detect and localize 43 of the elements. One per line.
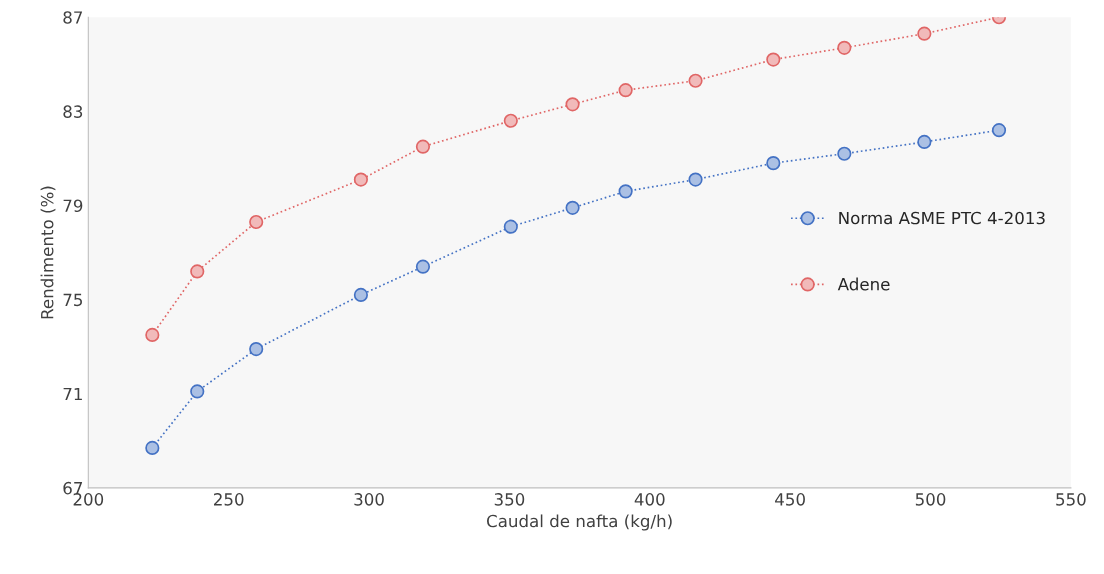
point — [618, 83, 633, 98]
x-tick-label: 350 — [494, 493, 525, 506]
point — [353, 172, 368, 187]
point — [415, 139, 431, 154]
point — [837, 40, 852, 55]
y-tick-label: 87 — [63, 11, 83, 24]
point — [145, 440, 160, 455]
point — [917, 26, 932, 41]
x-tick-label: 200 — [73, 493, 104, 506]
y-axis-title: Rendimento (%) — [40, 186, 56, 319]
x-tick-label: 500 — [915, 493, 946, 506]
legend-label: Norma ASME PTC 4-2013 — [839, 211, 1045, 225]
y-tick-label: 75 — [63, 293, 82, 307]
point — [766, 52, 781, 67]
point — [991, 123, 1007, 138]
x-tick-label: 300 — [354, 493, 384, 506]
point — [190, 264, 205, 279]
point — [503, 219, 518, 234]
x-tick-label: 400 — [634, 493, 665, 506]
point — [249, 341, 264, 357]
point — [917, 134, 932, 150]
y-tick-label: 79 — [63, 199, 83, 213]
point — [565, 97, 580, 112]
point — [249, 214, 264, 230]
point — [618, 184, 633, 199]
point — [837, 146, 852, 161]
point — [353, 287, 368, 303]
point — [145, 327, 160, 343]
y-tick-label: 67 — [63, 481, 83, 495]
x-tick-label: 550 — [1056, 493, 1086, 506]
point — [565, 200, 580, 215]
point — [688, 73, 703, 88]
legend-label: Adene — [837, 277, 890, 291]
point — [766, 156, 781, 171]
point — [190, 384, 205, 399]
point — [688, 172, 703, 187]
x-axis-title: Caudal de nafta (kg/h) — [487, 514, 672, 531]
x-tick-label: 250 — [214, 493, 244, 506]
y-tick-label: 83 — [63, 105, 83, 118]
x-tick-label: 450 — [775, 493, 805, 506]
point — [503, 113, 518, 128]
point — [415, 259, 431, 274]
y-tick-label: 71 — [63, 387, 82, 401]
